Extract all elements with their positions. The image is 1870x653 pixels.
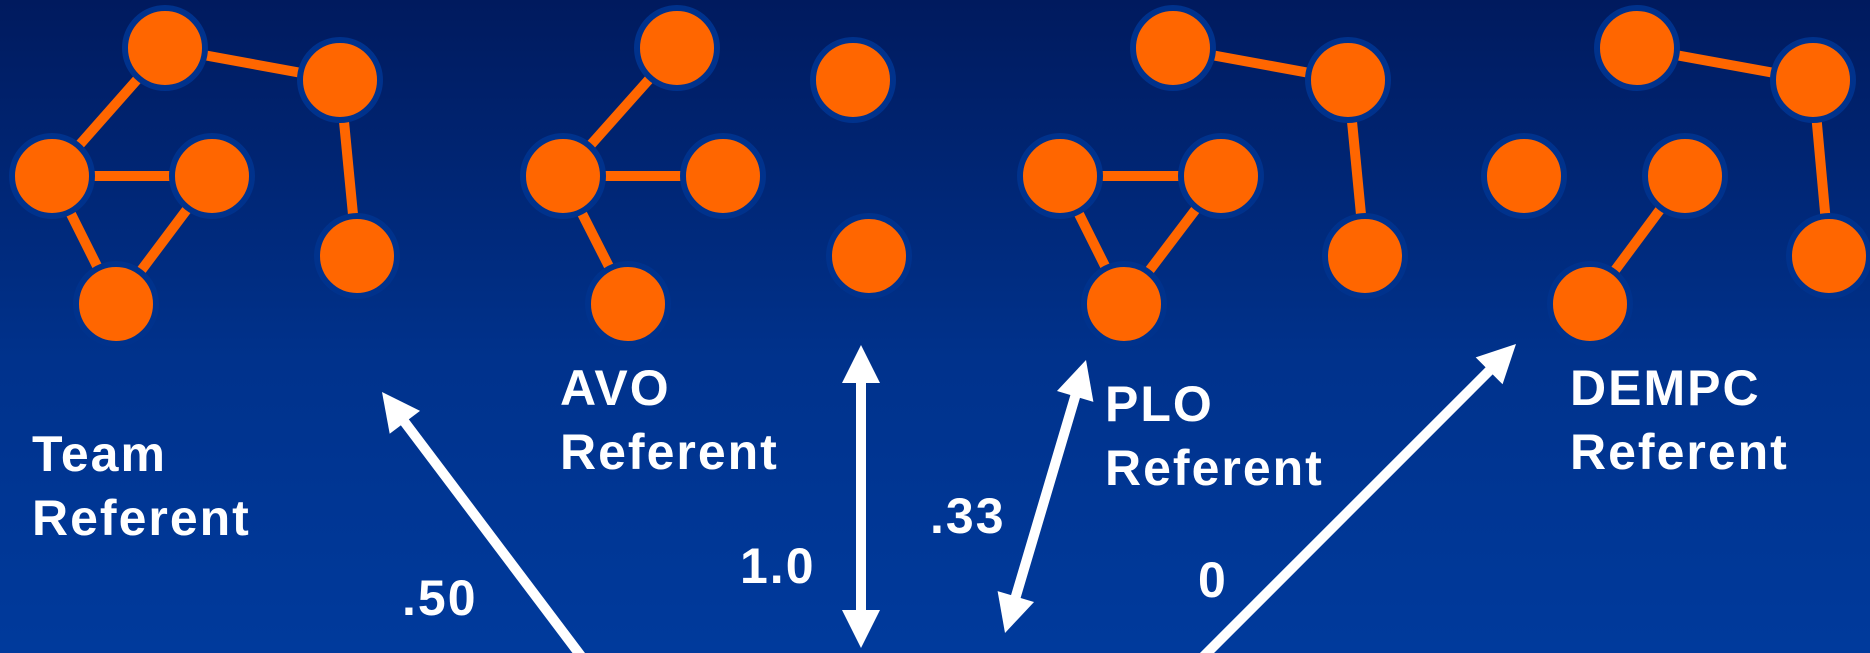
plo-similarity-arrow-head [1056, 360, 1094, 402]
avo-graph-node-2 [520, 133, 606, 219]
avo-graph-node-4 [585, 261, 671, 347]
plo-graph-node-2 [1017, 133, 1103, 219]
plo-graph-node-0 [1130, 5, 1216, 91]
dempc-similarity-arrow-shaft [1199, 361, 1499, 653]
dempc-referent-label: DEMPC Referent [1570, 356, 1789, 484]
plo-graph-node-1 [1305, 37, 1391, 123]
dempc-referent-label-line2: Referent [1570, 424, 1789, 480]
dempc-similarity-arrow-head [1475, 344, 1516, 385]
avo-referent-label-line1: AVO [560, 360, 671, 416]
plo-referent-label-line2: Referent [1105, 440, 1324, 496]
team-graph-node-5 [314, 213, 400, 299]
dempc-graph-node-3 [1642, 133, 1728, 219]
value-dempc: 0 [1198, 552, 1228, 608]
team-referent-label: Team Referent [32, 422, 251, 550]
dempc-graph-node-5 [1786, 213, 1870, 299]
dempc-graph-node-0 [1594, 5, 1680, 91]
value-team-avo: .50 [402, 570, 478, 626]
avo-graph-node-0 [634, 5, 720, 91]
plo-graph-node-5 [1322, 213, 1408, 299]
team-referent-label-line2: Referent [32, 490, 251, 546]
avo-graph-node-5 [826, 213, 912, 299]
team-referent-label-line1: Team [32, 426, 167, 482]
avo-similarity-arrow-tail-head [842, 610, 880, 648]
avo-similarity-arrow-head [842, 345, 880, 383]
value-plo: .33 [930, 488, 1006, 544]
dempc-referent-label-line1: DEMPC [1570, 360, 1761, 416]
team-graph-node-1 [297, 37, 383, 123]
plo-similarity-arrow-tail-head [997, 591, 1035, 633]
avo-graph-node-1 [810, 37, 896, 123]
plo-graph-node-3 [1178, 133, 1264, 219]
avo-referent-label-line2: Referent [560, 424, 779, 480]
avo-graph-node-3 [680, 133, 766, 219]
dempc-graph-node-2 [1481, 133, 1567, 219]
plo-graph-node-4 [1081, 261, 1167, 347]
plo-referent-label-line1: PLO [1105, 376, 1214, 432]
team-graph-node-3 [169, 133, 255, 219]
dempc-graph-node-4 [1547, 261, 1633, 347]
team-graph-node-0 [122, 5, 208, 91]
team-graph-node-4 [73, 261, 159, 347]
team-avo-similarity-arrow-head [382, 392, 421, 434]
team-avo-similarity-arrow-shaft [396, 412, 585, 653]
value-avo: 1.0 [740, 538, 816, 594]
avo-referent-label: AVO Referent [560, 356, 779, 484]
dempc-graph-node-1 [1770, 37, 1856, 123]
plo-similarity-arrow-shaft [1008, 387, 1083, 606]
team-graph-node-2 [9, 133, 95, 219]
plo-referent-label: PLO Referent [1105, 372, 1324, 500]
